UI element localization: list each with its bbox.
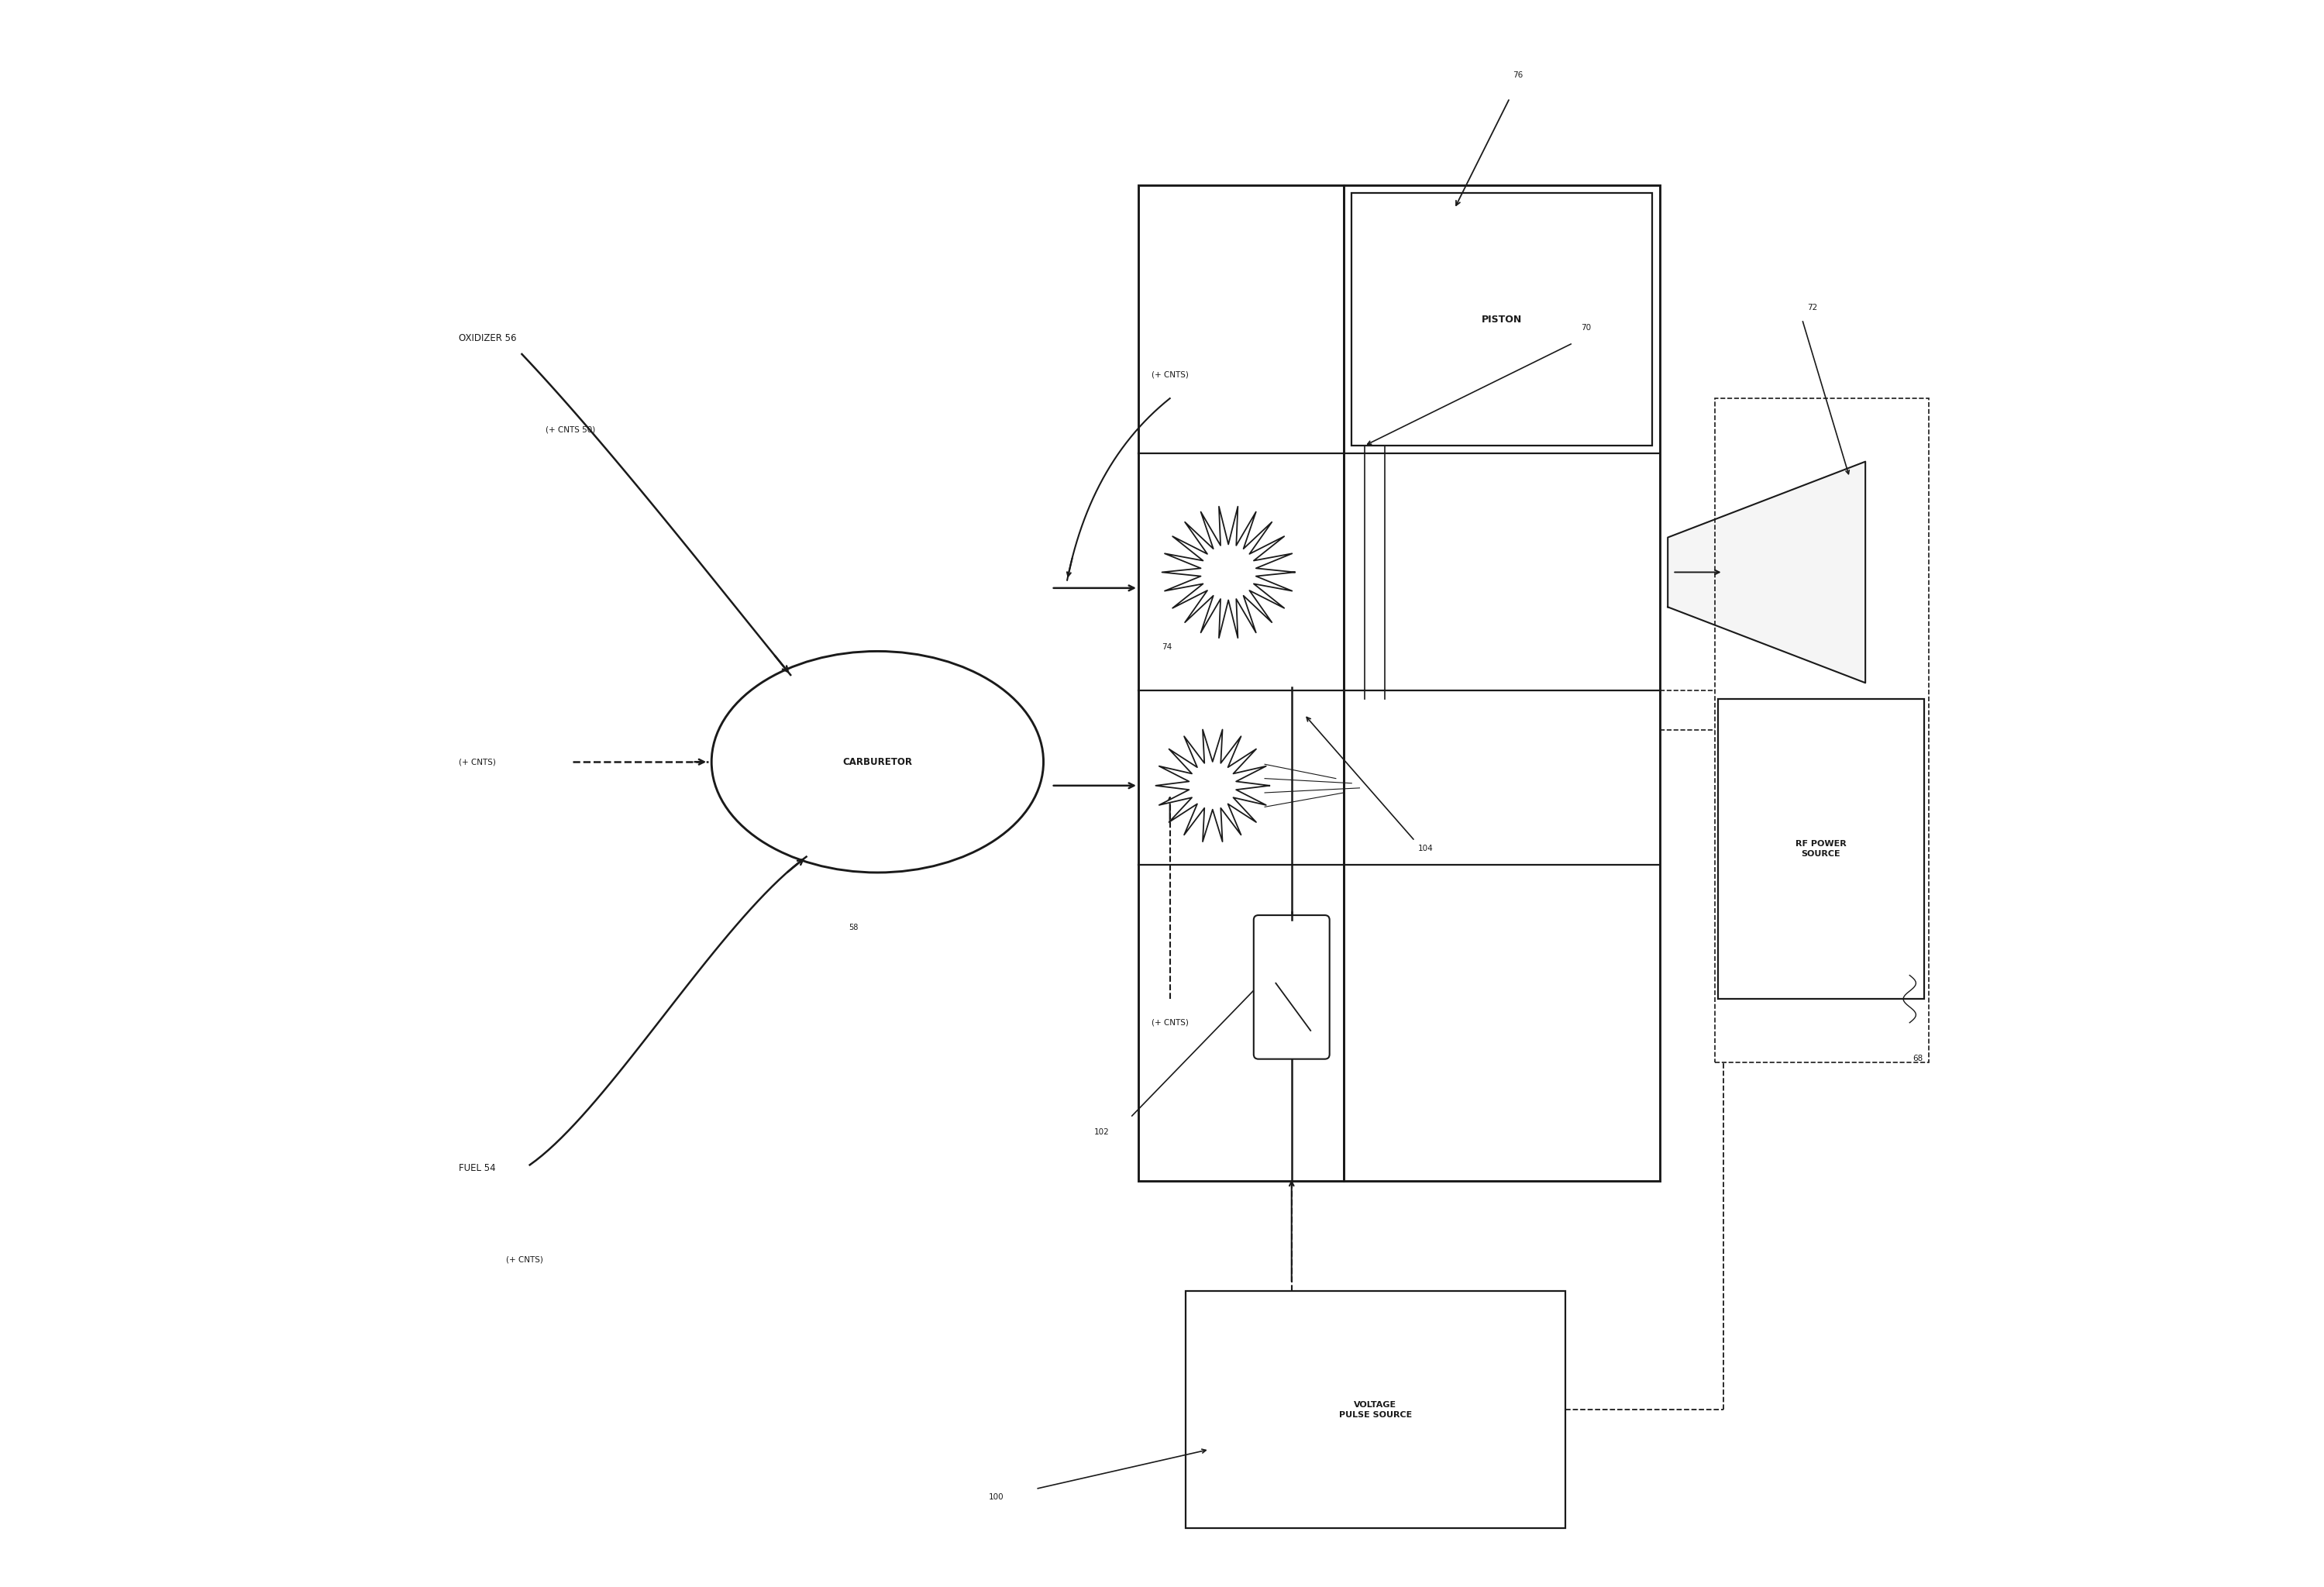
- Bar: [1343, 186, 1659, 1181]
- FancyBboxPatch shape: [1253, 916, 1329, 1059]
- Bar: [1353, 194, 1652, 446]
- Text: (+ CNTS): (+ CNTS): [507, 1255, 544, 1263]
- Text: FUEL 54: FUEL 54: [458, 1163, 495, 1173]
- Bar: [1717, 698, 1924, 998]
- Text: 70: 70: [1580, 324, 1592, 332]
- Text: CARBURETOR: CARBURETOR: [844, 757, 913, 767]
- Text: 104: 104: [1418, 844, 1434, 852]
- Text: OXIDIZER 56: OXIDIZER 56: [458, 333, 516, 343]
- Text: PISTON: PISTON: [1483, 314, 1522, 324]
- Text: RF POWER
SOURCE: RF POWER SOURCE: [1796, 840, 1848, 859]
- Polygon shape: [1162, 506, 1294, 638]
- Text: (+ CNTS 50): (+ CNTS 50): [546, 425, 595, 433]
- Text: (+ CNTS): (+ CNTS): [458, 759, 495, 767]
- Bar: [1715, 398, 1929, 1062]
- Text: 100: 100: [988, 1493, 1004, 1501]
- Text: 68: 68: [1913, 1054, 1922, 1062]
- Bar: [1139, 186, 1343, 1181]
- Text: 102: 102: [1095, 1128, 1109, 1136]
- Text: 72: 72: [1806, 303, 1817, 311]
- Polygon shape: [1155, 730, 1269, 841]
- Text: 76: 76: [1513, 71, 1522, 79]
- Text: VOLTAGE
PULSE SOURCE: VOLTAGE PULSE SOURCE: [1339, 1401, 1413, 1419]
- Polygon shape: [1669, 462, 1866, 682]
- Text: 74: 74: [1162, 643, 1171, 651]
- Text: (+ CNTS): (+ CNTS): [1150, 371, 1188, 379]
- Text: 58: 58: [848, 924, 858, 932]
- Text: (+ CNTS): (+ CNTS): [1150, 1019, 1188, 1027]
- Bar: [1185, 1292, 1564, 1528]
